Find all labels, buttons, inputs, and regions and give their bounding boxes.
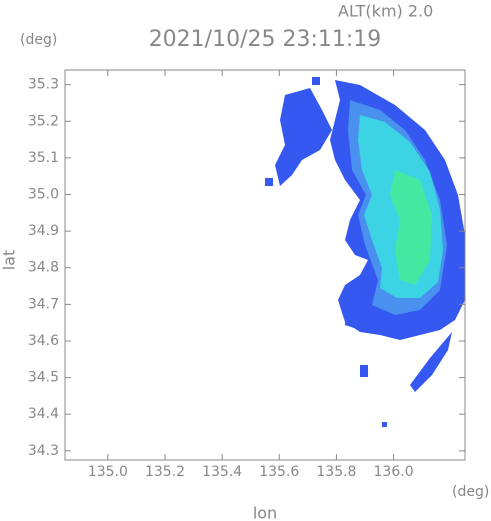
x-tick-label: 135.8 [316, 464, 356, 480]
altitude-label: ALT(km) 2.0 [338, 2, 433, 21]
x-unit: (deg) [452, 484, 489, 500]
x-tick-label: 135.0 [88, 464, 128, 480]
plot-frame [64, 69, 466, 461]
y-axis-label: lat [0, 250, 19, 271]
x-tick-label: 135.2 [145, 464, 185, 480]
x-tick-label: 135.6 [259, 464, 299, 480]
y-tick-label: 35.2 [28, 113, 59, 129]
x-axis-label: lon [253, 504, 277, 521]
radar-echo [265, 77, 465, 427]
x-tick-label: 136.0 [374, 464, 414, 480]
y-unit: (deg) [20, 32, 57, 48]
x-tick-label: 135.4 [202, 464, 242, 480]
y-tick-label: 35.1 [28, 150, 59, 166]
y-tick-label: 35.0 [28, 187, 59, 203]
y-tick-label: 34.5 [28, 370, 59, 386]
y-tick-label: 34.4 [28, 406, 59, 422]
y-tick-label: 34.3 [28, 443, 59, 459]
y-tick-label: 35.3 [28, 77, 59, 93]
y-tick-label: 34.6 [28, 333, 59, 349]
y-tick-label: 34.9 [28, 223, 59, 239]
chart-title: 2021/10/25 23:11:19 [149, 27, 382, 52]
y-tick-label: 34.7 [28, 296, 59, 312]
y-tick-label: 34.8 [28, 260, 59, 276]
axes [64, 69, 466, 461]
